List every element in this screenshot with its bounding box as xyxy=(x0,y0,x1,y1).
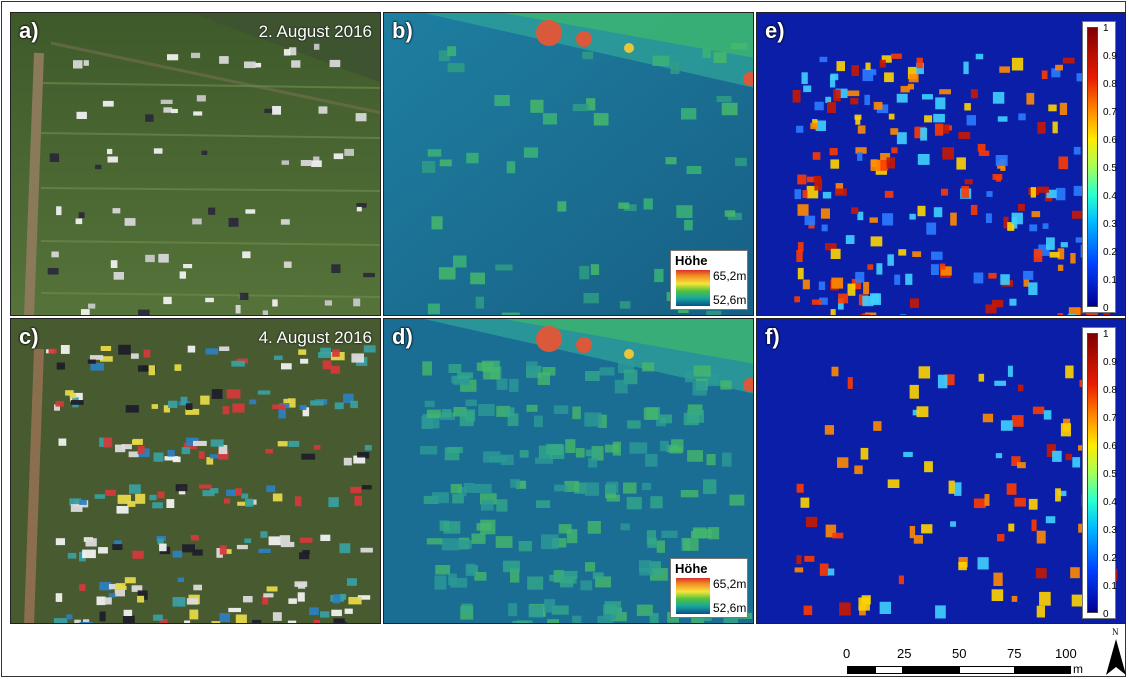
colorbar-tick: 0.9 xyxy=(1103,357,1117,368)
panel-b-height-model: Höhe 65,2m 52,6m b) xyxy=(383,12,754,316)
colorbar-tick: 1 xyxy=(1103,23,1109,34)
colorbar-tick: 0.2 xyxy=(1103,247,1117,258)
panel-c-aerial-photo: c) 4. August 2016 xyxy=(10,318,381,624)
height-legend-min: 52,6m xyxy=(713,293,747,307)
colorbar-tick: 0.8 xyxy=(1103,79,1117,90)
height-legend-ramp xyxy=(676,270,710,306)
colorbar-tick: 0.4 xyxy=(1103,497,1117,508)
colorbar-tick: 0.3 xyxy=(1103,219,1117,230)
north-arrow: N xyxy=(1104,627,1128,677)
colorbar-tick: 0.8 xyxy=(1103,385,1117,396)
colorbar-tick: 0.1 xyxy=(1103,275,1117,286)
probability-colorbar-ramp xyxy=(1087,333,1098,613)
colorbar-tick: 0.2 xyxy=(1103,553,1117,564)
panel-a-aerial-photo: a) 2. August 2016 xyxy=(10,12,381,316)
scale-label-0: 0 xyxy=(843,646,851,661)
panel-b-label: b) xyxy=(392,18,413,43)
panel-f-probability-map: 1 0.9 0.8 0.7 0.6 0.5 0.4 0.3 0.2 0.1 0 f) xyxy=(756,318,1126,624)
height-legend: Höhe 65,2m 52,6m xyxy=(670,250,748,310)
colorbar-tick: 0.7 xyxy=(1103,107,1117,118)
colorbar-tick: 0 xyxy=(1103,609,1109,620)
panel-c-date: 4. August 2016 xyxy=(258,328,372,347)
colorbar-tick: 0.4 xyxy=(1103,191,1117,202)
scale-segment-3 xyxy=(903,666,959,674)
colorbar-tick: 0.5 xyxy=(1103,469,1117,480)
panel-a-label: a) xyxy=(19,18,39,43)
probability-colorbar-f: 1 0.9 0.8 0.7 0.6 0.5 0.4 0.3 0.2 0.1 0 xyxy=(1082,327,1117,620)
aerial-photo-sparse xyxy=(11,13,380,315)
colorbar-tick: 0.1 xyxy=(1103,581,1117,592)
height-legend-title: Höhe xyxy=(675,253,708,268)
panel-e-probability-map: 1 0.9 0.8 0.7 0.6 0.5 0.4 0.3 0.2 0.1 0 e) xyxy=(756,12,1126,316)
scale-segment-1 xyxy=(847,666,875,674)
panel-c-label: c) xyxy=(19,324,39,349)
colorbar-tick: 0.9 xyxy=(1103,51,1117,62)
probability-colorbar-ramp xyxy=(1087,27,1098,307)
scale-segment-2 xyxy=(875,666,903,674)
scale-label-25: 25 xyxy=(897,646,912,661)
colorbar-tick: 0.6 xyxy=(1103,441,1117,452)
probability-map-sparse xyxy=(757,13,1125,315)
aerial-photo-dense xyxy=(11,319,380,623)
scale-label-75: 75 xyxy=(1007,646,1022,661)
colorbar-tick: 0.7 xyxy=(1103,413,1117,424)
panel-d-height-model: Höhe 65,2m 52,6m d) xyxy=(383,318,754,624)
colorbar-tick: 0.3 xyxy=(1103,525,1117,536)
scale-segment-4 xyxy=(959,666,1015,674)
panel-d-label: d) xyxy=(392,324,413,349)
scale-segment-5 xyxy=(1015,666,1071,674)
scale-label-50: 50 xyxy=(952,646,967,661)
height-legend-max: 65,2m xyxy=(713,577,747,591)
height-legend-d: Höhe 65,2m 52,6m xyxy=(670,558,748,618)
probability-map-dense xyxy=(757,319,1125,623)
probability-colorbar-e: 1 0.9 0.8 0.7 0.6 0.5 0.4 0.3 0.2 0.1 0 xyxy=(1082,21,1117,314)
scale-unit: m xyxy=(1073,662,1083,676)
height-legend-max: 65,2m xyxy=(713,269,747,283)
colorbar-tick: 1 xyxy=(1103,329,1109,340)
height-legend-ramp xyxy=(676,578,710,614)
panel-e-label: e) xyxy=(765,18,785,43)
colorbar-tick: 0.6 xyxy=(1103,135,1117,146)
height-legend-title: Höhe xyxy=(675,561,708,576)
north-arrow-icon xyxy=(1106,639,1126,675)
scale-label-100: 100 xyxy=(1055,646,1077,661)
colorbar-tick: 0.5 xyxy=(1103,163,1117,174)
north-label: N xyxy=(1112,627,1119,637)
height-legend-min: 52,6m xyxy=(713,601,747,615)
panel-a-date: 2. August 2016 xyxy=(258,22,372,41)
panel-f-label: f) xyxy=(765,324,780,349)
colorbar-tick: 0 xyxy=(1103,303,1109,314)
